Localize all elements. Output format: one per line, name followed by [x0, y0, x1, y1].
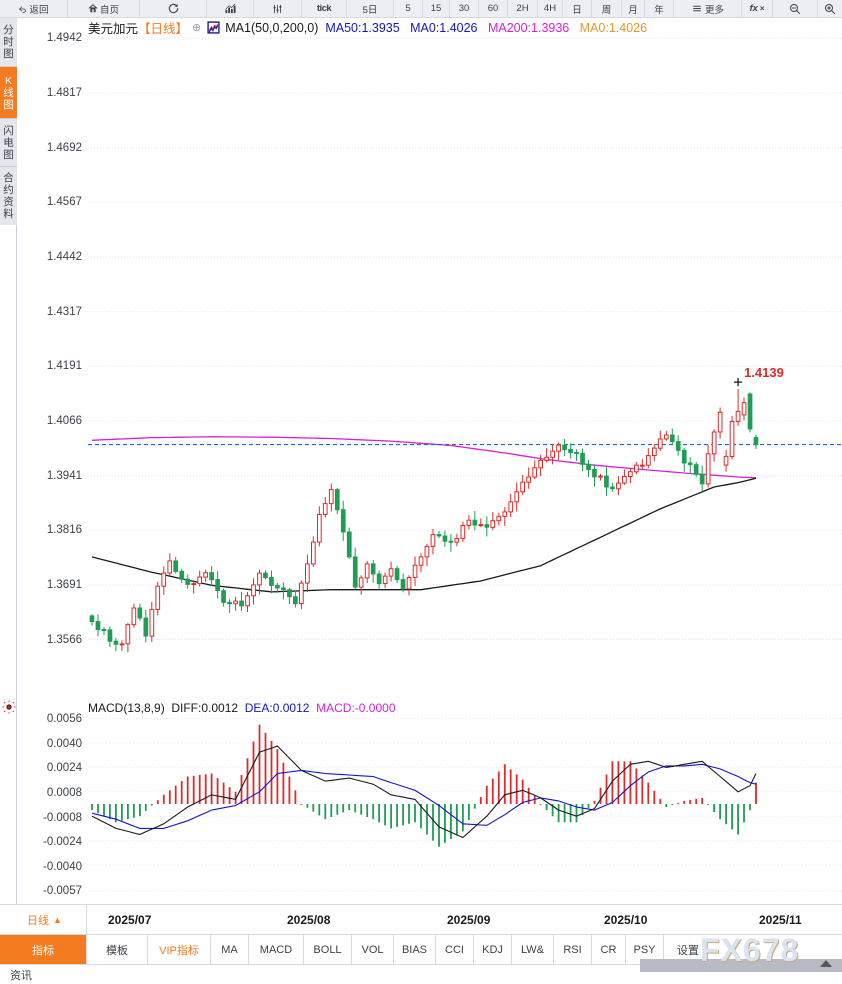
svg-text:1.4139: 1.4139 — [744, 365, 784, 380]
